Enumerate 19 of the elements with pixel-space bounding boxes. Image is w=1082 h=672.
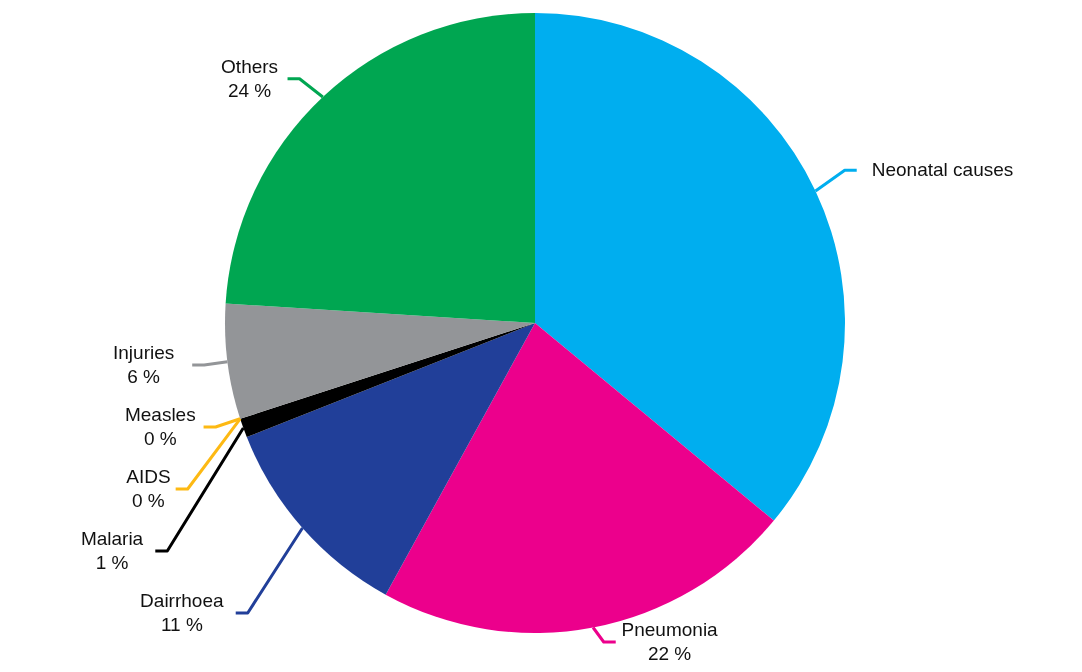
legend-label: Measles bbox=[124, 403, 196, 425]
pie-slice bbox=[535, 13, 845, 521]
data-label: 24 % bbox=[227, 79, 272, 101]
data-label: 6 % bbox=[127, 365, 161, 387]
pie-slice bbox=[225, 303, 535, 419]
slice-label: Dairrhoea bbox=[140, 589, 224, 611]
slice-label: Malaria bbox=[80, 527, 144, 549]
slice-label: Injuries bbox=[113, 341, 175, 363]
pie-slice bbox=[246, 323, 535, 595]
data-label: 22 % bbox=[647, 643, 692, 664]
text: 0 % bbox=[132, 489, 165, 511]
slice-label: Others bbox=[221, 55, 279, 77]
slice-label: Pneumonia bbox=[621, 619, 719, 640]
slice-label: Neonatal causes bbox=[871, 159, 1014, 181]
pie-slice bbox=[240, 323, 535, 438]
category-label: AIDS bbox=[126, 465, 171, 487]
data-label: 1 % bbox=[95, 551, 129, 573]
text: 0 % bbox=[143, 427, 177, 449]
data-label: 11 % bbox=[160, 613, 203, 635]
